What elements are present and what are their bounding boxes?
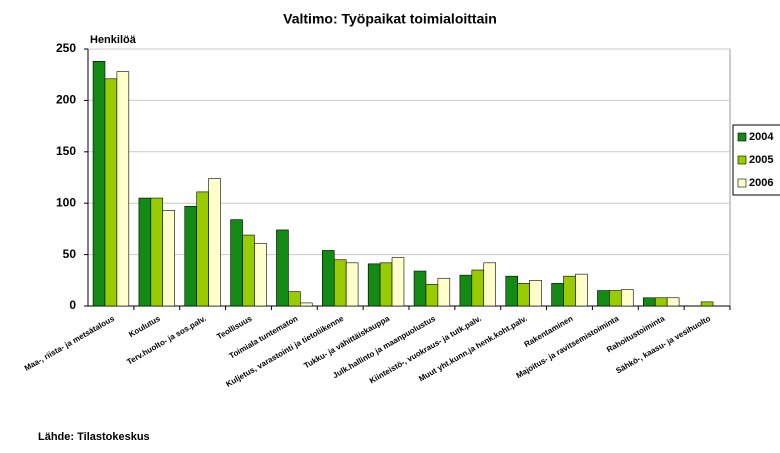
x-tick-label: Maa-, riista- ja metsätalous xyxy=(23,314,117,373)
chart-title: Valtimo: Työpaikat toimialoittain xyxy=(283,11,497,27)
legend-label: 2005 xyxy=(749,154,773,166)
legend-swatch xyxy=(737,132,747,142)
bar xyxy=(529,279,542,307)
bar xyxy=(505,275,518,307)
bar xyxy=(621,289,634,307)
legend-swatch xyxy=(737,155,747,165)
bar xyxy=(196,191,209,307)
bar xyxy=(184,205,197,307)
bar xyxy=(413,270,427,307)
bar xyxy=(345,262,359,307)
bar xyxy=(138,197,152,307)
bar xyxy=(391,257,405,307)
bar xyxy=(104,78,118,307)
y-axis-label: Henkilöä xyxy=(90,34,137,46)
bar xyxy=(471,269,485,307)
x-tick-label: Koulutus xyxy=(127,314,162,339)
y-tick-label: 100 xyxy=(56,195,76,209)
bar xyxy=(242,234,255,307)
source: Lähde: Tilastokeskus xyxy=(38,431,150,443)
bar xyxy=(597,290,610,307)
y-tick-label: 150 xyxy=(56,144,76,158)
bar xyxy=(483,262,496,307)
bar xyxy=(563,275,576,307)
bar xyxy=(437,277,451,307)
bar xyxy=(333,259,347,307)
bar xyxy=(288,291,301,307)
bar xyxy=(150,197,164,307)
plot-area xyxy=(87,48,731,307)
x-tick-label: Tukku- ja vähittäiskauppa xyxy=(302,314,391,371)
bar xyxy=(459,274,473,307)
bar xyxy=(575,273,588,307)
y-tick-label: 0 xyxy=(69,298,76,312)
bar xyxy=(379,262,393,307)
bar xyxy=(230,219,243,307)
bar xyxy=(551,283,564,307)
bar xyxy=(643,297,656,307)
bar xyxy=(116,71,130,307)
bar xyxy=(367,263,381,307)
bar xyxy=(254,242,267,307)
legend-swatch xyxy=(737,178,747,188)
bar xyxy=(654,297,668,307)
bar xyxy=(276,229,289,307)
bar xyxy=(92,61,106,307)
y-tick-label: 50 xyxy=(63,247,77,261)
legend-label: 2004 xyxy=(749,131,774,143)
bar xyxy=(700,301,714,307)
legend-label: 2006 xyxy=(749,177,773,189)
x-tick-label: Terv.huolto- ja sos.palv. xyxy=(125,314,207,367)
bar xyxy=(300,302,313,307)
y-tick-label: 200 xyxy=(56,93,76,107)
bar xyxy=(322,250,335,307)
bar xyxy=(425,284,439,307)
bar xyxy=(208,178,221,307)
bar xyxy=(666,297,680,307)
x-tick-label: Teollisuus xyxy=(215,314,254,342)
bar xyxy=(609,290,622,307)
bar xyxy=(162,210,175,307)
bar xyxy=(517,283,530,307)
y-tick-label: 250 xyxy=(56,41,76,55)
